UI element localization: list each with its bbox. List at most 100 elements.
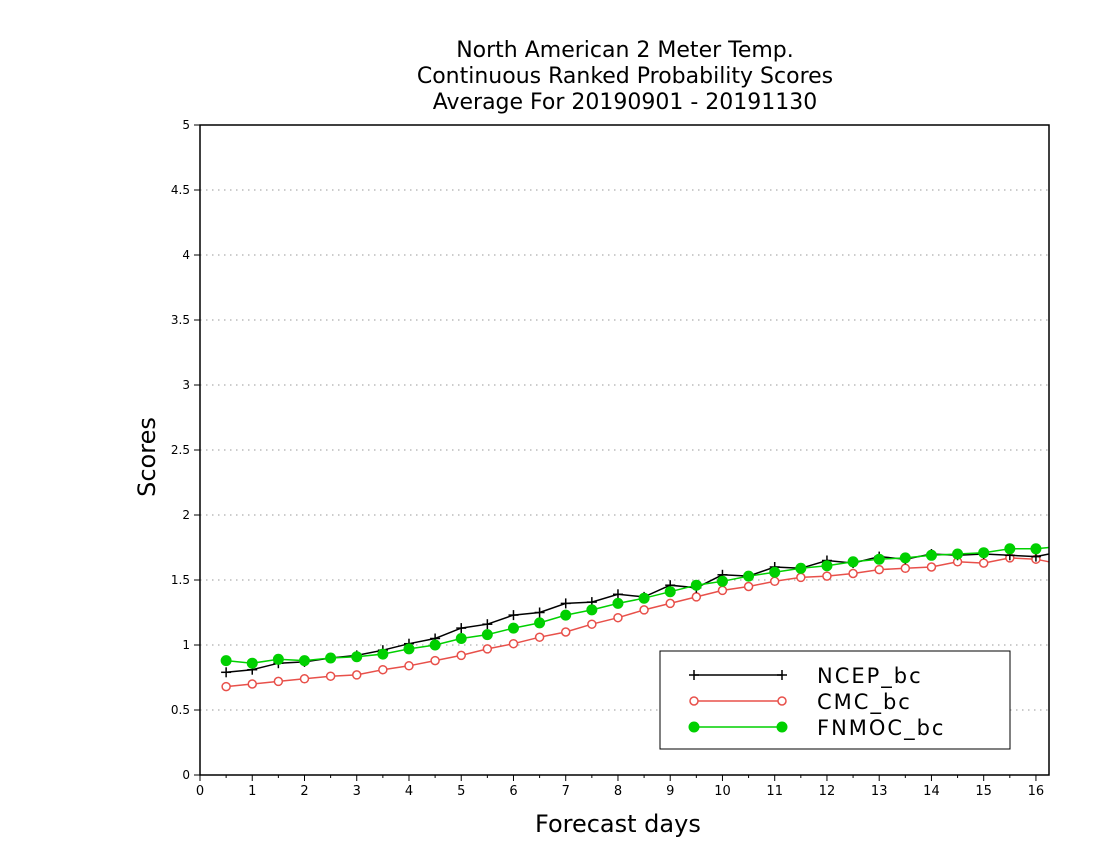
- data-point: [456, 650, 466, 661]
- data-point: [482, 644, 493, 654]
- legend-item-NCEP_bc: NCEP_bc: [689, 664, 923, 689]
- data-point: [691, 592, 702, 602]
- legend-marker: [776, 721, 788, 733]
- data-point: [534, 617, 546, 629]
- y-tick-label: 0.5: [171, 703, 190, 717]
- legend-marker: [689, 696, 699, 706]
- data-point: [246, 657, 258, 669]
- data-point: [690, 579, 702, 591]
- x-tick-label: 12: [819, 784, 836, 799]
- x-tick-label: 14: [923, 784, 940, 799]
- x-tick-label: 9: [666, 784, 674, 799]
- y-tick-label: 3.5: [171, 313, 190, 327]
- data-point: [508, 610, 519, 621]
- legend-marker: [688, 721, 700, 733]
- data-point: [378, 664, 388, 675]
- data-point: [873, 553, 885, 565]
- x-tick-label: 4: [405, 784, 413, 799]
- data-point: [795, 562, 807, 574]
- data-point: [221, 681, 231, 692]
- data-point: [534, 632, 545, 642]
- data-point: [272, 653, 284, 665]
- chart-title-line-3: Average For 20190901 - 20191130: [432, 90, 818, 115]
- data-point: [298, 655, 310, 667]
- legend-item-CMC_bc: CMC_bc: [689, 690, 912, 715]
- y-tick-label: 0: [182, 768, 190, 782]
- data-point: [926, 562, 937, 572]
- x-tick-label: 6: [509, 784, 517, 799]
- legend-marker: [777, 696, 787, 706]
- legend-label: FNMOC_bc: [817, 716, 945, 741]
- data-point: [769, 566, 781, 578]
- data-point: [534, 607, 545, 618]
- legend-box: [659, 650, 1011, 750]
- data-point: [587, 619, 597, 629]
- data-point: [847, 556, 859, 568]
- data-point: [481, 629, 493, 641]
- data-point: [978, 547, 990, 559]
- data-point: [351, 670, 362, 680]
- x-tick-label: 13: [871, 784, 888, 799]
- x-tick-label: 2: [300, 784, 308, 799]
- legend-item-FNMOC_bc: FNMOC_bc: [688, 716, 945, 741]
- series-layer: [220, 543, 1050, 692]
- legend-label: NCEP_bc: [817, 664, 923, 689]
- data-point: [429, 639, 441, 651]
- data-point: [430, 655, 440, 666]
- data-point: [247, 679, 257, 689]
- data-point: [664, 586, 676, 598]
- x-tick-label: 7: [562, 784, 570, 799]
- y-tick-label: 5: [182, 118, 190, 132]
- x-tick-label: 3: [353, 784, 361, 799]
- x-tick-label: 5: [457, 784, 465, 799]
- x-tick-label: 11: [766, 784, 783, 799]
- data-point: [716, 575, 728, 587]
- data-point: [900, 563, 911, 574]
- chart-title-line-2: Continuous Ranked Probability Scores: [416, 64, 834, 89]
- data-point: [1030, 543, 1042, 555]
- data-point: [978, 558, 989, 568]
- data-point: [299, 674, 310, 684]
- legend-marker: [777, 670, 787, 680]
- y-tick-label: 4.5: [171, 183, 190, 197]
- data-point: [404, 661, 414, 671]
- data-point: [612, 589, 623, 600]
- data-point: [325, 671, 336, 681]
- chart-title-line-1: North American 2 Meter Temp.: [456, 38, 794, 63]
- data-point: [221, 667, 232, 678]
- y-axis-label: Scores: [133, 417, 161, 497]
- x-tick-label: 16: [1028, 784, 1045, 799]
- data-point: [1004, 543, 1016, 555]
- data-point: [743, 581, 754, 592]
- data-point: [455, 633, 467, 644]
- legend-label: CMC_bc: [817, 690, 912, 715]
- y-tick-label: 1.5: [171, 573, 190, 587]
- x-tick-label: 8: [614, 784, 622, 799]
- data-point: [638, 592, 650, 604]
- data-point: [586, 604, 598, 616]
- data-point: [952, 548, 964, 560]
- x-tick-label: 0: [196, 784, 204, 799]
- data-point: [456, 623, 467, 634]
- y-tick-label: 2: [182, 508, 190, 522]
- data-point: [821, 560, 833, 572]
- data-point: [560, 627, 571, 637]
- series-FNMOC_bc: [220, 543, 1050, 669]
- data-point: [403, 643, 415, 655]
- y-tick-label: 3: [182, 378, 190, 392]
- y-tick-label: 2.5: [171, 443, 190, 457]
- legend-marker: [689, 670, 699, 680]
- data-point: [925, 549, 937, 561]
- data-point: [325, 652, 337, 664]
- x-tick-label: 15: [975, 784, 992, 799]
- x-tick-label: 10: [714, 784, 731, 799]
- x-tick-label: 1: [248, 784, 256, 799]
- data-point: [874, 564, 884, 575]
- data-point: [899, 552, 911, 564]
- data-point: [377, 648, 389, 660]
- axis-ticks: 00.511.522.533.544.550 1 2 3 4 5 6 7 8 9 10 11 12 13 1…: [171, 118, 1044, 799]
- data-point: [665, 598, 675, 609]
- data-point: [613, 612, 623, 623]
